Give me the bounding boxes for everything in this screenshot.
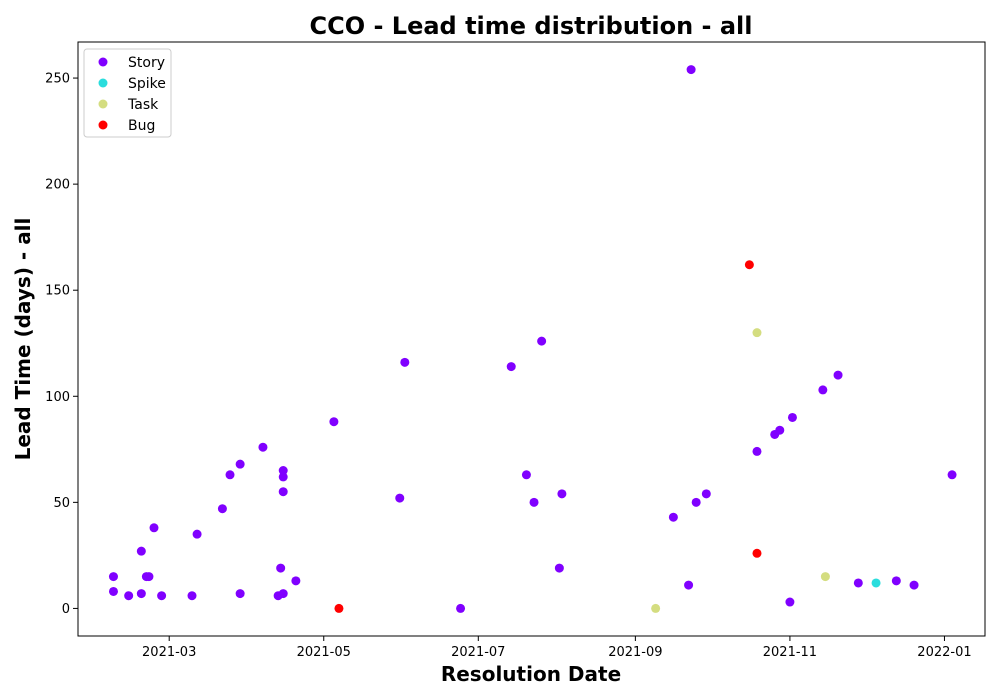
- data-point-task: [651, 603, 661, 613]
- data-point-bug: [752, 548, 762, 558]
- data-point-story: [395, 493, 405, 503]
- x-tick-label: 2022-01: [917, 645, 971, 660]
- legend-label-story: Story: [128, 55, 165, 71]
- data-point-spike: [871, 578, 881, 588]
- data-point-story: [278, 487, 288, 497]
- data-point-story: [554, 563, 564, 573]
- data-point-task: [820, 572, 830, 582]
- data-point-story: [557, 489, 567, 499]
- data-point-story: [909, 580, 919, 590]
- legend-marker-bug: [98, 120, 108, 130]
- chart-title: CCO - Lead time distribution - all: [309, 12, 752, 40]
- data-point-story: [833, 370, 843, 380]
- data-point-story: [691, 497, 701, 507]
- data-point-bug: [744, 260, 754, 270]
- data-point-story: [157, 591, 167, 601]
- legend-label-bug: Bug: [128, 118, 155, 134]
- y-tick-label: 100: [45, 390, 70, 405]
- x-tick-label: 2021-03: [142, 645, 196, 660]
- data-point-story: [853, 578, 863, 588]
- legend-label-task: Task: [127, 97, 159, 113]
- data-point-story: [891, 576, 901, 586]
- data-point-story: [124, 591, 134, 601]
- data-point-story: [537, 336, 547, 346]
- data-point-story: [701, 489, 711, 499]
- data-point-story: [668, 512, 678, 522]
- data-point-story: [149, 523, 159, 533]
- data-point-bug: [334, 603, 344, 613]
- data-point-story: [192, 529, 202, 539]
- legend-label-spike: Spike: [128, 76, 166, 92]
- data-point-story: [785, 597, 795, 607]
- data-point-story: [136, 546, 146, 556]
- data-point-story: [752, 446, 762, 456]
- legend-marker-story: [98, 57, 108, 67]
- data-point-story: [506, 362, 516, 372]
- data-point-story: [278, 472, 288, 482]
- x-tick-label: 2021-09: [608, 645, 662, 660]
- data-point-story: [521, 470, 531, 480]
- y-tick-label: 200: [45, 178, 70, 193]
- legend-marker-task: [98, 99, 108, 109]
- data-point-story: [217, 504, 227, 514]
- y-axis-label: Lead Time (days) - all: [11, 218, 35, 461]
- plot-area: [77, 41, 986, 637]
- x-axis: 2021-03 2021-05 2021-07 2021-09 2021-11 2022-…: [142, 636, 972, 660]
- data-point-story: [787, 412, 797, 422]
- data-point-story: [400, 357, 410, 367]
- x-tick-label: 2021-11: [763, 645, 817, 660]
- data-points: [108, 65, 957, 613]
- data-point-story: [258, 442, 268, 452]
- y-axis: 0 50 100 150 200 250: [45, 72, 78, 617]
- data-point-story: [775, 425, 785, 435]
- data-point-task: [752, 328, 762, 338]
- data-point-story: [235, 459, 245, 469]
- y-tick-label: 250: [45, 72, 70, 87]
- data-point-story: [329, 417, 339, 427]
- data-point-story: [108, 572, 118, 582]
- legend-marker-spike: [98, 78, 108, 88]
- data-point-story: [276, 563, 286, 573]
- x-axis-label: Resolution Date: [441, 662, 621, 686]
- x-tick-label: 2021-05: [297, 645, 351, 660]
- data-point-story: [187, 591, 197, 601]
- data-point-story: [235, 589, 245, 599]
- x-tick-label: 2021-07: [451, 645, 505, 660]
- data-point-story: [278, 466, 288, 476]
- data-point-story: [456, 603, 466, 613]
- legend: Story Spike Task Bug: [83, 48, 172, 138]
- data-point-story: [291, 576, 301, 586]
- data-point-story: [225, 470, 235, 480]
- data-point-story: [686, 65, 696, 75]
- y-tick-label: 50: [53, 496, 70, 511]
- data-point-story: [136, 589, 146, 599]
- data-point-story: [684, 580, 694, 590]
- data-point-story: [144, 572, 154, 582]
- data-point-story: [108, 586, 118, 596]
- data-point-story: [278, 589, 288, 599]
- data-point-story: [947, 470, 957, 480]
- data-point-story: [818, 385, 828, 395]
- y-tick-label: 0: [62, 602, 70, 617]
- legend-box: [83, 48, 172, 138]
- y-tick-label: 150: [45, 284, 70, 299]
- data-point-story: [529, 497, 539, 507]
